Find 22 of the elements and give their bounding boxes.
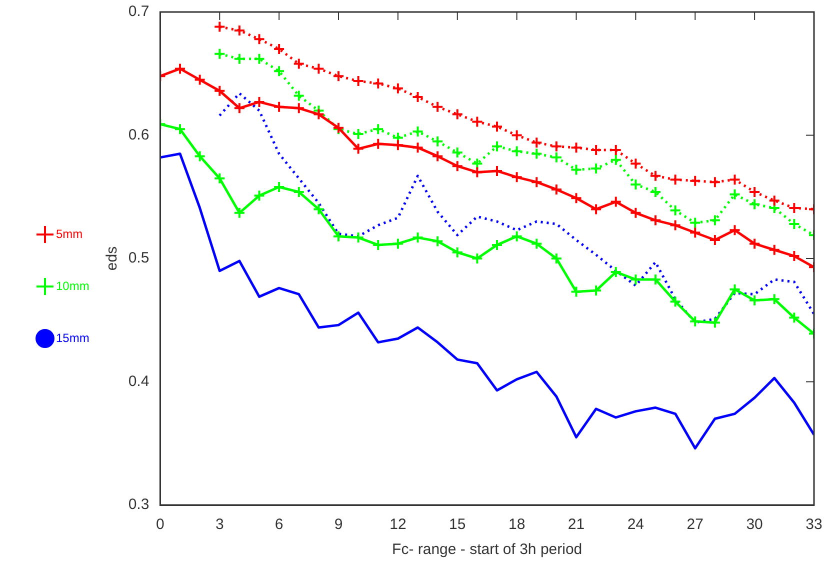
x-tick-label: 0: [156, 516, 164, 534]
x-tick-label: 3: [215, 516, 224, 534]
x-tick-label: 15: [449, 516, 466, 534]
y-axis-title: eds: [103, 246, 120, 271]
x-tick-label: 33: [806, 516, 822, 534]
x-tick-label: 9: [334, 516, 343, 534]
x-tick-label: 30: [746, 516, 763, 534]
x-tick-label: 12: [390, 516, 406, 534]
y-tick-label: 0.6: [128, 126, 150, 144]
y-tick-label: 0.4: [128, 372, 150, 390]
legend-label: 10mm: [56, 278, 90, 293]
legend-label: 5mm: [56, 226, 83, 241]
x-tick-label: 18: [508, 516, 526, 534]
x-axis-title: Fc- range - start of 3h period: [392, 541, 582, 558]
legend-label: 15mm: [56, 330, 90, 345]
y-tick-label: 0.3: [128, 496, 150, 514]
x-tick-label: 27: [686, 516, 704, 534]
y-tick-label: 0.5: [128, 250, 150, 267]
x-tick-label: 6: [274, 516, 284, 534]
x-tick-label: 21: [568, 516, 585, 534]
x-tick-label: 24: [627, 516, 644, 534]
y-tick-label: 0.7: [128, 3, 150, 20]
